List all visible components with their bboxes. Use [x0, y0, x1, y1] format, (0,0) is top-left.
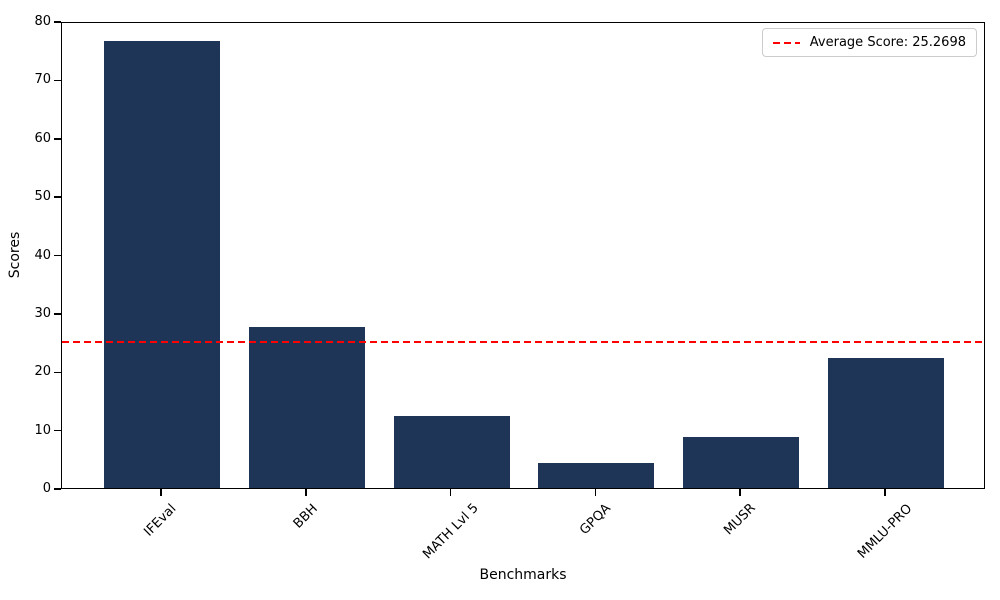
y-tick-mark — [54, 138, 61, 140]
x-tick-mark — [160, 489, 162, 496]
y-tick-label: 60 — [34, 130, 51, 146]
dashed-line-icon — [772, 41, 800, 44]
x-tick-mark — [449, 489, 452, 496]
plot-area: Average Score: 25.2698 — [61, 22, 985, 489]
y-tick-mark — [54, 429, 61, 432]
y-tick-label: 10 — [34, 422, 51, 438]
x-tick-mark — [739, 489, 741, 496]
y-tick-label: 30 — [34, 305, 51, 321]
y-tick-label: 0 — [42, 481, 51, 496]
x-axis-title: Benchmarks — [479, 567, 567, 583]
bar-gpqa — [538, 463, 655, 488]
x-tick-label: MUSR — [721, 500, 759, 539]
x-tick-label: MATH Lvl 5 — [419, 501, 482, 563]
y-tick-mark — [54, 313, 61, 315]
bar-math-lvl-5 — [393, 415, 510, 488]
bar-musr — [683, 436, 800, 488]
y-tick-mark — [54, 371, 61, 373]
y-tick-label: 80 — [34, 14, 51, 29]
average-score-line — [62, 341, 984, 344]
legend: Average Score: 25.2698 — [761, 28, 977, 57]
x-tick-label: GPQA — [577, 500, 614, 538]
y-tick-mark — [54, 196, 61, 198]
x-tick-mark — [594, 489, 597, 496]
x-tick-mark — [884, 489, 886, 496]
y-tick-mark — [54, 488, 61, 490]
y-tick-label: 40 — [34, 247, 51, 263]
bar-ifeval — [104, 41, 220, 488]
y-tick-label: 70 — [34, 72, 51, 88]
y-tick-label: 50 — [34, 189, 51, 205]
y-axis-title: Scores — [7, 231, 23, 279]
y-tick-label: 20 — [34, 364, 51, 380]
y-tick-mark — [54, 21, 61, 23]
x-tick-label: MMLU-PRO — [855, 500, 916, 562]
y-tick-mark — [54, 254, 61, 257]
x-tick-label: BBH — [290, 501, 321, 532]
bar-bbh — [248, 327, 365, 488]
x-tick-label: IFEval — [141, 501, 180, 540]
legend-label: Average Score: 25.2698 — [809, 35, 966, 50]
bar-mmlu-pro — [828, 358, 944, 488]
x-tick-mark — [305, 489, 307, 496]
y-tick-mark — [54, 79, 61, 82]
